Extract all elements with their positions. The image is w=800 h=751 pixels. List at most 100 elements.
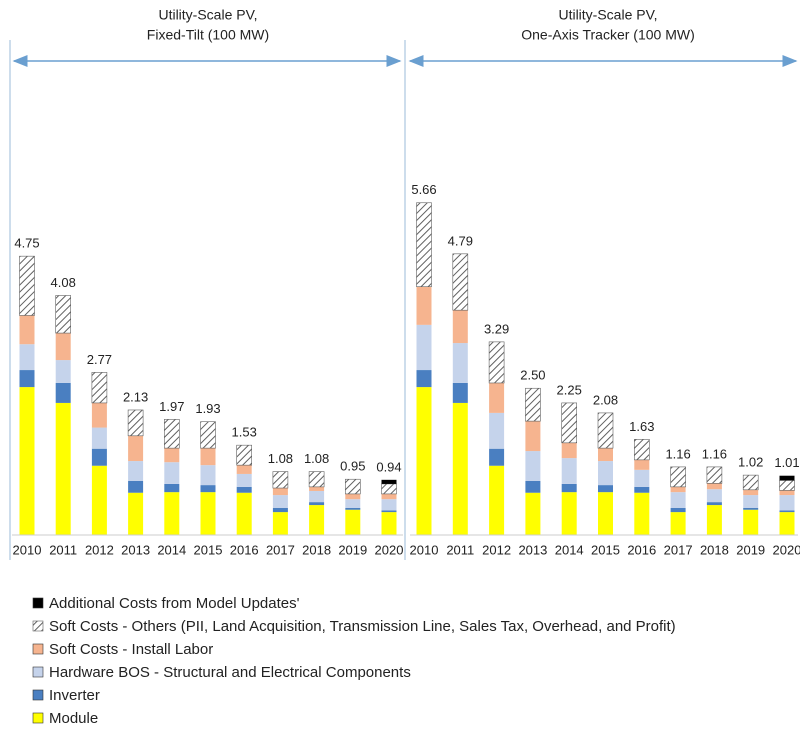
- bar-segment: [309, 505, 325, 535]
- bar-segment: [598, 448, 613, 462]
- total-label: 1.97: [159, 399, 184, 414]
- bar-segment: [345, 499, 361, 508]
- bar-segment: [55, 382, 71, 403]
- x-tick-label: 2010: [410, 542, 439, 557]
- bar-segment: [19, 370, 35, 388]
- x-tick-label: 2016: [230, 542, 259, 557]
- bar-segment: [381, 512, 397, 535]
- bar-segment: [561, 492, 577, 535]
- x-tick-label: 2017: [664, 542, 693, 557]
- x-tick-label: 2013: [121, 542, 150, 557]
- bar-segment: [706, 466, 723, 484]
- x-tick-label: 2016: [627, 542, 656, 557]
- bar-segment: [345, 509, 361, 535]
- bar-segment: [416, 286, 432, 325]
- bar-segment: [164, 462, 180, 484]
- total-label: 2.13: [123, 389, 148, 404]
- legend-swatch: [32, 643, 44, 655]
- bar-segment: [91, 448, 107, 466]
- bar-segment: [670, 512, 686, 535]
- bar-segment: [91, 402, 107, 428]
- bar-segment: [309, 490, 325, 503]
- bar-segment: [127, 409, 144, 437]
- bar-segment: [308, 471, 325, 488]
- bar-segment: [236, 444, 252, 466]
- bar-segment: [561, 458, 577, 484]
- bar-segment: [55, 295, 72, 334]
- bar-segment: [452, 402, 468, 535]
- x-tick-label: 2011: [446, 542, 474, 557]
- x-tick-label: 2018: [700, 542, 729, 557]
- bar-segment: [416, 370, 432, 388]
- bar-segment: [128, 492, 144, 535]
- bar-segment: [670, 466, 686, 488]
- bar-segment: [561, 402, 578, 444]
- bar-segment: [561, 442, 577, 459]
- total-label: 1.16: [702, 446, 727, 461]
- bar-segment: [416, 202, 432, 287]
- bar-segment: [634, 492, 650, 535]
- bar-segment: [488, 341, 505, 384]
- bar-segment: [670, 492, 686, 508]
- bar-segment: [598, 461, 613, 486]
- x-tick-label: 2012: [85, 542, 114, 557]
- bar-segment: [19, 344, 35, 371]
- total-label: 4.08: [51, 275, 76, 290]
- bar-segment: [200, 448, 216, 466]
- bar-segment: [200, 492, 216, 535]
- bar-segment: [779, 475, 795, 481]
- bar-segment: [598, 485, 613, 493]
- bar-segment: [489, 412, 505, 449]
- bar-segment: [706, 483, 722, 490]
- total-label: 1.01: [774, 455, 799, 470]
- total-label: 1.63: [629, 419, 654, 434]
- x-tick-label: 2017: [266, 542, 295, 557]
- bar-segment: [345, 493, 361, 500]
- x-tick-label: 2020: [773, 542, 800, 557]
- x-tick-label: 2014: [157, 542, 186, 557]
- bar-segment: [706, 489, 722, 503]
- legend-swatch: [32, 620, 44, 632]
- legend-label: Hardware BOS - Structural and Electrical…: [49, 664, 411, 681]
- bar-segment: [452, 253, 469, 311]
- bar-segment: [55, 333, 71, 361]
- total-label: 1.53: [232, 425, 257, 440]
- legend-swatch: [32, 712, 44, 724]
- bar-segment: [634, 459, 650, 470]
- bar-segment: [381, 483, 397, 495]
- bar-segment: [236, 486, 252, 493]
- bar-segment: [309, 486, 325, 491]
- bar-segment: [200, 485, 216, 493]
- bar-segment: [236, 492, 252, 535]
- panel-title: Fixed-Tilt (100 MW): [147, 27, 269, 43]
- total-label: 1.08: [268, 451, 293, 466]
- bar-segment: [200, 421, 216, 449]
- bar-segment: [743, 509, 759, 535]
- bar-segment: [452, 343, 468, 383]
- bar-segment: [743, 495, 759, 508]
- bar-segment: [91, 372, 108, 404]
- bar-segment: [779, 495, 795, 511]
- bar-segment: [128, 480, 144, 493]
- x-tick-label: 2019: [736, 542, 765, 557]
- bar-segment: [19, 387, 35, 535]
- bar-segment: [19, 255, 35, 316]
- bar-segment: [381, 493, 397, 500]
- bar-segment: [164, 492, 180, 535]
- bar-segment: [91, 427, 107, 449]
- total-label: 4.79: [448, 233, 473, 248]
- x-tick-label: 2013: [518, 542, 547, 557]
- total-label: 1.08: [304, 451, 329, 466]
- x-tick-label: 2014: [555, 542, 584, 557]
- bar-segment: [91, 465, 107, 535]
- bar-segment: [272, 512, 288, 535]
- bar-segment: [706, 502, 722, 506]
- bar-segment: [381, 499, 397, 511]
- total-label: 2.50: [520, 368, 545, 383]
- bar-segment: [779, 510, 795, 513]
- bar-segment: [634, 469, 650, 487]
- bar-segment: [381, 510, 397, 513]
- bar-segment: [743, 489, 759, 496]
- total-label: 4.75: [14, 236, 39, 251]
